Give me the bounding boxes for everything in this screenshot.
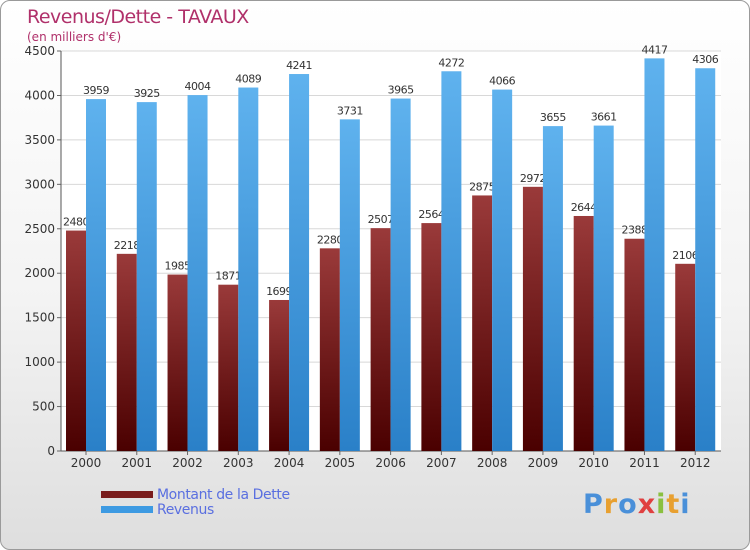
debt-bar xyxy=(218,284,239,451)
x-tick-label: 2001 xyxy=(121,456,152,470)
revenue-value-label: 3661 xyxy=(591,111,617,124)
legend-swatch-revenus xyxy=(101,506,153,513)
revenue-value-label: 4306 xyxy=(692,53,718,66)
logo-letter: i xyxy=(680,489,691,520)
logo-letter: t xyxy=(666,489,681,520)
debt-value-label: 2218 xyxy=(114,239,140,252)
revenue-bar xyxy=(542,126,563,451)
debt-value-label: 2480 xyxy=(63,216,89,229)
revenue-value-label: 3655 xyxy=(540,111,566,124)
legend-item-revenus: Revenus xyxy=(101,501,290,518)
revenue-value-label: 3965 xyxy=(388,84,414,97)
debt-bar xyxy=(421,223,442,451)
chart-subtitle: (en milliers d'€) xyxy=(27,30,122,44)
x-tick-label: 2010 xyxy=(578,456,609,470)
debt-bar xyxy=(167,274,188,451)
proxiti-logo: Proxiti xyxy=(583,489,691,520)
revenue-value-label: 4004 xyxy=(185,80,211,93)
x-tick-label: 2004 xyxy=(274,456,305,470)
revenue-value-label: 4089 xyxy=(235,73,261,86)
revenue-bar xyxy=(441,71,462,452)
x-tick-label: 2009 xyxy=(528,456,559,470)
x-tick-label: 2011 xyxy=(629,456,660,470)
revenue-bar xyxy=(238,87,259,452)
y-tick-label: 3000 xyxy=(24,177,55,191)
y-tick-label: 2000 xyxy=(24,266,55,280)
debt-value-label: 1985 xyxy=(165,260,191,273)
y-tick-label: 2500 xyxy=(24,222,55,236)
chart-title: Revenus/Dette - TAVAUX xyxy=(27,6,249,28)
debt-value-label: 2564 xyxy=(418,208,444,221)
y-tick-label: 0 xyxy=(47,444,55,458)
y-tick-label: 1500 xyxy=(24,311,55,325)
y-tick-label: 1000 xyxy=(24,355,55,369)
x-tick-label: 2007 xyxy=(426,456,457,470)
x-tick-label: 2003 xyxy=(223,456,254,470)
debt-value-label: 2972 xyxy=(520,172,546,185)
revenue-value-label: 3959 xyxy=(83,84,109,97)
debt-value-label: 1699 xyxy=(266,285,292,298)
debt-value-label: 2106 xyxy=(672,249,698,262)
revenue-bar xyxy=(289,74,310,452)
logo-letter: r xyxy=(603,489,619,520)
revenue-bar xyxy=(339,119,360,451)
revenue-value-label: 3925 xyxy=(134,87,160,100)
debt-bar xyxy=(66,230,86,451)
x-tick-label: 2002 xyxy=(172,456,203,470)
debt-bar xyxy=(319,248,340,451)
debt-bar xyxy=(269,299,290,451)
y-tick-label: 500 xyxy=(32,400,55,414)
revenue-value-label: 3731 xyxy=(337,104,363,117)
legend-label-dette: Montant de la Dette xyxy=(157,486,290,503)
debt-bar xyxy=(472,195,493,451)
debt-value-label: 2875 xyxy=(469,180,495,193)
revenue-bar xyxy=(695,68,716,451)
debt-value-label: 2644 xyxy=(571,201,597,214)
logo-letter: i xyxy=(656,489,667,520)
revenue-bar xyxy=(187,95,208,451)
legend: Montant de la Dette Revenus xyxy=(101,486,290,518)
legend-label-revenus: Revenus xyxy=(157,501,214,518)
revenue-value-label: 4417 xyxy=(641,43,667,56)
y-tick-label: 4500 xyxy=(24,44,55,58)
x-tick-label: 2005 xyxy=(325,456,356,470)
debt-value-label: 2507 xyxy=(368,213,394,226)
x-tick-label: 2008 xyxy=(477,456,508,470)
revenue-value-label: 4272 xyxy=(438,56,464,69)
debt-bar xyxy=(370,228,391,451)
revenue-bar xyxy=(86,99,106,451)
debt-bar xyxy=(624,238,645,451)
debt-value-label: 2280 xyxy=(317,233,343,246)
revenue-bar xyxy=(593,125,614,452)
x-tick-label: 2000 xyxy=(71,456,102,470)
legend-swatch-dette xyxy=(101,491,153,498)
debt-bar xyxy=(573,215,594,451)
x-tick-label: 2006 xyxy=(375,456,406,470)
debt-bar xyxy=(116,253,137,451)
debt-value-label: 2388 xyxy=(621,224,647,237)
logo-letter: x xyxy=(637,489,657,520)
y-tick-label: 4000 xyxy=(24,88,55,102)
logo-letter: o xyxy=(618,489,638,520)
revenue-value-label: 4241 xyxy=(286,59,312,72)
revenue-value-label: 4066 xyxy=(489,75,515,88)
legend-item-dette: Montant de la Dette xyxy=(101,486,290,503)
revenue-bar xyxy=(644,58,665,451)
revenue-bar xyxy=(136,102,157,451)
revenue-bar xyxy=(390,98,411,452)
debt-value-label: 1871 xyxy=(215,270,241,283)
revenue-bar xyxy=(492,89,513,452)
x-tick-label: 2012 xyxy=(680,456,711,470)
debt-bar xyxy=(675,263,696,451)
debt-bar xyxy=(522,186,543,452)
y-tick-label: 3500 xyxy=(24,133,55,147)
logo-letter: P xyxy=(583,489,604,520)
